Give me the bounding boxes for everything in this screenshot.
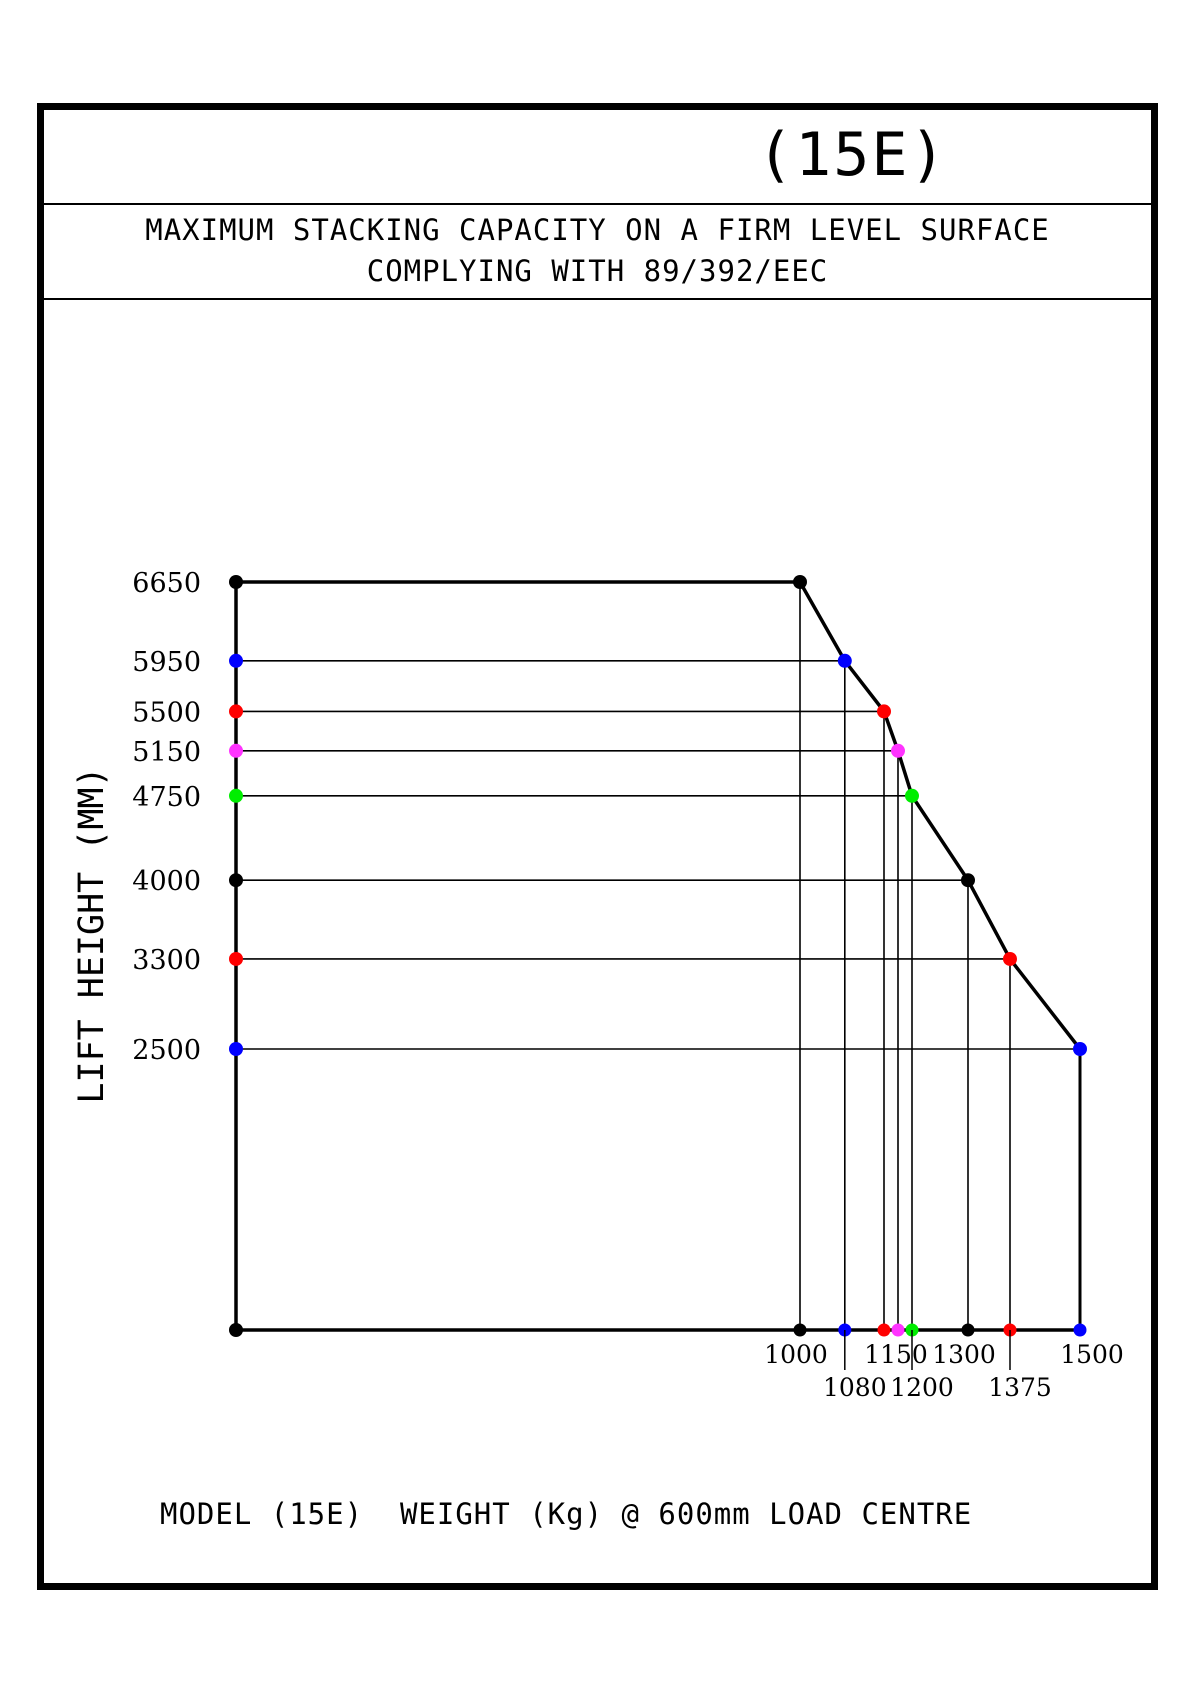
y-tick-label-4000: 4000 — [132, 866, 201, 897]
y-axis-point-5500 — [229, 704, 243, 719]
y-axis-point-4750 — [229, 788, 243, 803]
y-axis-point-5950 — [229, 653, 243, 668]
x-axis-point-1500 — [1073, 1323, 1087, 1337]
curve-point-2500 — [1073, 1042, 1087, 1056]
curve-point-3300 — [1003, 951, 1017, 966]
x-tick-label-1200: 1200 — [890, 1373, 954, 1402]
y-tick-label-5150: 5150 — [132, 737, 201, 768]
x-tick-label-1080: 1080 — [823, 1373, 887, 1402]
curve-point-4750 — [905, 788, 919, 803]
model-title: (15E) — [757, 120, 948, 190]
subtitle-divider — [37, 298, 1158, 300]
y-tick-label-5500: 5500 — [132, 697, 201, 728]
origin-point — [229, 1323, 243, 1337]
curve-point-5500 — [877, 704, 891, 719]
data-points — [229, 575, 1087, 1337]
curve-point-6650 — [793, 575, 807, 589]
y-tick-label-4750: 4750 — [132, 782, 201, 813]
x-axis-point-1150 — [877, 1323, 891, 1337]
y-axis-label: LIFT HEIGHT (MM) — [72, 766, 112, 1103]
y-axis-point-2500 — [229, 1042, 243, 1056]
y-axis-point-6650 — [229, 575, 243, 589]
title-row: (15E) — [37, 103, 1158, 205]
y-axis-point-4000 — [229, 873, 243, 888]
x-tick-label-1500: 1500 — [1060, 1340, 1124, 1369]
capacity-curve-line — [798, 581, 1082, 1051]
capacity-curve — [798, 581, 1082, 1051]
chart-frame — [37, 103, 1158, 1590]
x-axis-point-1300 — [961, 1323, 975, 1337]
y-axis-point-5150 — [229, 743, 243, 758]
x-tick-label-1300: 1300 — [932, 1340, 996, 1369]
guide-lines — [236, 582, 1081, 1330]
x-axis-point-1000 — [793, 1323, 807, 1337]
chart-footer-caption: MODEL (15E) WEIGHT (Kg) @ 600mm LOAD CEN… — [160, 1497, 973, 1531]
x-axis-point-1175 — [891, 1323, 905, 1337]
x-tick-label-1375: 1375 — [988, 1373, 1052, 1402]
chart-subtitle: MAXIMUM STACKING CAPACITY ON A FIRM LEVE… — [37, 210, 1158, 292]
chart-axes — [234, 580, 1082, 1332]
curve-point-5950 — [837, 653, 852, 668]
tick-labels: 6650 5950 5500 5150 4750 4000 3300 2500 1000 1080… — [132, 568, 1124, 1402]
x-tick-label-1150: 1150 — [864, 1340, 928, 1369]
x-tick-label-1000: 1000 — [764, 1340, 828, 1369]
subtitle-line-1: MAXIMUM STACKING CAPACITY ON A FIRM LEVE… — [145, 213, 1050, 247]
curve-point-5150 — [891, 743, 905, 758]
title-divider — [37, 203, 1158, 205]
y-tick-label-3300: 3300 — [132, 945, 201, 976]
y-axis-point-3300 — [229, 951, 243, 966]
subtitle-line-2: COMPLYING WITH 89/392/EEC — [366, 254, 829, 288]
curve-point-4000 — [961, 873, 975, 888]
y-tick-label-2500: 2500 — [132, 1035, 201, 1066]
y-tick-label-5950: 5950 — [132, 647, 201, 678]
y-tick-label-6650: 6650 — [132, 568, 201, 599]
